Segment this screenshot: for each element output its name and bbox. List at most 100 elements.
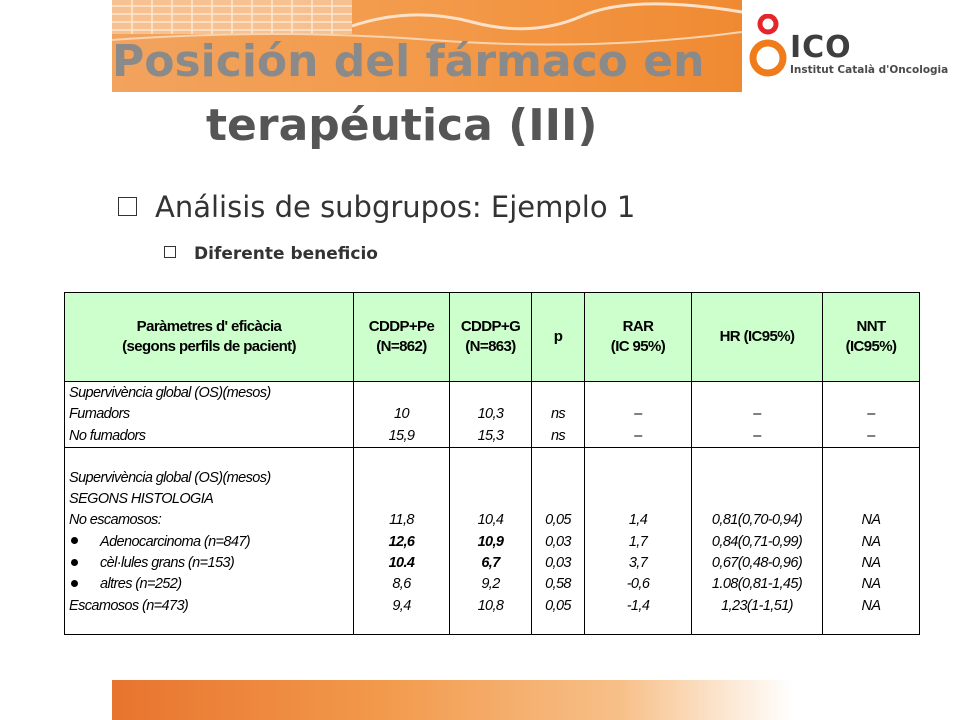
table-cell-value: 0,05 [545,597,571,614]
bullet-level2-text: Diferente beneficio [194,244,378,264]
table-row-label: Supervivència global (OS)(mesos) [69,385,271,401]
table-cell-value: – [634,427,642,444]
cell-rar: – – [584,381,692,448]
table-cell-value [354,468,449,489]
table-cell-value [450,468,531,489]
table-row-label: Supervivència global (OS)(mesos) [69,469,271,486]
bullet-level1-text: Análisis de subgrupos: Ejemplo 1 [155,190,636,224]
col-header-p: p [531,292,585,382]
table-cell-value: ns [550,406,566,423]
table-cell-value: 10,9 [477,533,504,550]
table-cell-value: NA [861,576,882,593]
cell-hr: – – [691,381,823,448]
table-cell-value: 0,84(0,71-0,99) [711,533,803,550]
building-photo [112,0,742,92]
table-cell-value [532,468,584,489]
table-cell-value [354,489,449,510]
table-cell-value: ns [550,427,566,444]
table-row-label-text: altres (n=252) [100,576,182,593]
table-cell-value: 11,8 [389,512,414,529]
table-row-label-text: Adenocarcinoma (n=847) [100,533,251,550]
table-cell-value: – [753,427,761,444]
table-row-label: SEGONS HISTOLOGIA [69,491,214,508]
ico-logo-mark-icon [749,14,787,77]
table-cell-value [585,468,691,489]
table-cell-value: – [753,406,761,423]
table-cell-value: 12,6 [388,533,415,550]
table-cell-value [450,489,531,510]
table-cell-value: 0,58 [545,576,571,593]
cell-labels: Supervivència global (OS)(mesos) SEGONS … [64,446,354,636]
table-row-label-text: cèl·lules grans (n=153) [100,555,235,572]
table-cell-value: 6,7 [481,555,500,572]
table-cell-value [585,489,691,510]
cell-cddp-pe: 11,8 12,6 10.4 8,6 9,4 [353,446,450,636]
table-row-label: No escamosos: [69,512,162,529]
table-section-histology: Supervivència global (OS)(mesos) SEGONS … [64,446,920,636]
col-header-cddp-g: CDDP+G (N=863) [449,292,532,382]
col-header-nnt: NNT (IC95%) [822,292,920,382]
cell-p: 0,05 0,03 0,03 0,58 0,05 [531,446,585,636]
table-cell-value: 0,03 [545,533,571,550]
table-cell-value: 15,3 [477,427,504,444]
table-cell-value [692,489,822,510]
header-banner-image [112,0,742,92]
page-title: Posición del fármaco en terapéutica (III… [0,28,744,160]
ico-logo: ICO Institut Català d'Oncologia [748,14,948,84]
table-cell-value: NA [861,555,882,572]
table-cell-value: 1,4 [628,512,648,529]
table-cell-value [354,383,449,404]
round-bullet-icon [71,537,78,545]
table-cell-value: 10 [394,406,410,423]
table-cell-value [450,383,531,404]
table-cell-value: -1,4 [626,597,650,614]
ico-logo-subtitle: Institut Català d'Oncologia [790,64,949,76]
table-row-label-bulleted: cèl·lules grans (n=153) [69,553,353,574]
table-row-label-bulleted: Adenocarcinoma (n=847) [69,532,353,553]
cell-nnt: NA NA NA NA NA [822,446,920,636]
table-row-label: Escamosos (n=473) [69,597,189,614]
cell-labels: Supervivència global (OS)(mesos) Fumador… [64,381,354,448]
round-bullet-icon [71,580,78,588]
col-header-parameters: Paràmetres d' eficàcia (segons perfils de… [64,292,354,382]
cell-p: ns ns [531,381,585,448]
table-cell-value: 10,8 [477,597,504,614]
table-cell-value: 0,81(0,70-0,94) [711,512,803,529]
cell-cddp-g: 10,3 15,3 [449,381,532,448]
table-cell-value [585,383,691,404]
table-cell-value: 9,2 [481,576,500,593]
table-cell-value: 3,7 [628,555,648,572]
table-cell-value: 1.08(0,81-1,45) [711,576,803,593]
table-row-label: Fumadors [69,406,130,423]
table-cell-value: – [634,406,642,423]
table-cell-value: 1,7 [628,533,648,550]
col-header-rar: RAR (IC 95%) [584,292,692,382]
footer-gradient-bar [112,680,792,720]
page-title-line1: Posición del fármaco en [112,36,705,87]
square-bullet-icon [118,196,137,216]
table-cell-value: NA [861,597,882,614]
table-row-label: No fumadors [69,427,146,444]
table-cell-value [823,383,919,404]
round-bullet-icon [71,558,78,566]
table-cell-value [692,468,822,489]
table-cell-value [692,383,822,404]
bullet-level1: Análisis de subgrupos: Ejemplo 1 [118,190,635,224]
table-cell-value: 10,4 [477,512,504,529]
table-header-row: Paràmetres d' eficàcia (segons perfils de… [64,292,920,382]
table-row-label-bulleted: altres (n=252) [69,574,353,595]
cell-rar: 1,4 1,7 3,7 -0,6 -1,4 [584,446,692,636]
table-cell-value: NA [861,533,882,550]
table-cell-value: NA [861,512,882,529]
cell-cddp-pe: 10 15,9 [353,381,450,448]
col-header-hr: HR (IC95%) [691,292,823,382]
bullet-level2: Diferente beneficio [164,244,378,264]
table-cell-value: – [867,406,875,423]
efficacy-table: Paràmetres d' eficàcia (segons perfils de… [64,292,920,636]
table-cell-value [823,468,919,489]
table-cell-value: 10,3 [477,406,504,423]
table-cell-value: 0,03 [545,555,571,572]
table-cell-value: -0,6 [626,576,650,593]
cell-hr: 0,81(0,70-0,94) 0,84(0,71-0,99) 0,67(0,4… [691,446,823,636]
table-cell-value [532,383,584,404]
